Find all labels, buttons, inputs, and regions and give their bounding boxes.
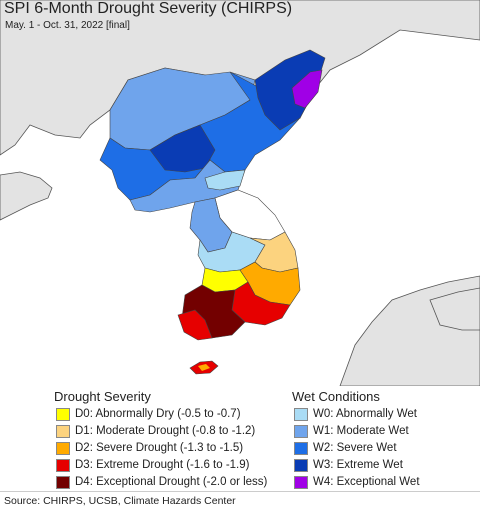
region-nk-central [149, 124, 216, 173]
land-shandong [0, 171, 53, 221]
wet-legend-item: W2: Severe Wet [294, 440, 397, 456]
drought-legend-label: D2: Severe Drought (-1.3 to -1.5) [75, 442, 244, 454]
map-title: SPI 6-Month Drought Severity (CHIRPS) [4, 0, 293, 17]
drought-legend-swatch [56, 475, 70, 489]
drought-legend-swatch [56, 441, 70, 455]
drought-map [0, 0, 480, 386]
wet-legend-label: W2: Severe Wet [313, 442, 397, 454]
wet-legend-item: W4: Exceptional Wet [294, 474, 420, 490]
drought-legend-swatch [56, 424, 70, 438]
wet-legend-item: W3: Extreme Wet [294, 457, 403, 473]
region-nk-extreme-east [291, 69, 323, 109]
drought-legend-item: D0: Abnormally Dry (-0.5 to -0.7) [56, 406, 241, 422]
land-japan-honshu [429, 287, 480, 331]
drought-legend-label: D3: Extreme Drought (-1.6 to -1.9) [75, 459, 250, 471]
source-credit: Source: CHIRPS, UCSB, Climate Hazards Ce… [4, 495, 236, 507]
wet-legend-item: W0: Abnormally Wet [294, 406, 417, 422]
wet-legend-swatch [294, 424, 308, 438]
drought-legend-label: D1: Moderate Drought (-0.8 to -1.2) [75, 425, 256, 437]
drought-legend-item: D2: Severe Drought (-1.3 to -1.5) [56, 440, 243, 456]
drought-legend-title: Drought Severity [54, 389, 151, 404]
wet-legend-swatch [294, 407, 308, 421]
drought-legend-swatch [56, 458, 70, 472]
region-nk-coast [204, 169, 246, 191]
drought-legend-label: D4: Exceptional Drought (-2.0 or less) [75, 476, 268, 488]
footer-divider [0, 491, 480, 492]
wet-legend-swatch [294, 441, 308, 455]
drought-legend-item: D4: Exceptional Drought (-2.0 or less) [56, 474, 267, 490]
wet-legend-title: Wet Conditions [292, 389, 380, 404]
wet-legend-swatch [294, 458, 308, 472]
drought-legend-label: D0: Abnormally Dry (-0.5 to -0.7) [75, 408, 241, 420]
region-sk-southwest-coast [177, 309, 213, 341]
region-jeju-center [198, 364, 210, 371]
wet-legend-label: W3: Extreme Wet [313, 459, 403, 471]
wet-legend-label: W1: Moderate Wet [313, 425, 409, 437]
map-subtitle: May. 1 - Oct. 31, 2022 [final] [5, 20, 130, 31]
drought-legend-item: D3: Extreme Drought (-1.6 to -1.9) [56, 457, 249, 473]
wet-legend-label: W4: Exceptional Wet [313, 476, 420, 488]
wet-legend-label: W0: Abnormally Wet [313, 408, 417, 420]
drought-legend-item: D1: Moderate Drought (-0.8 to -1.2) [56, 423, 255, 439]
wet-legend-swatch [294, 475, 308, 489]
wet-legend-item: W1: Moderate Wet [294, 423, 409, 439]
drought-legend-swatch [56, 407, 70, 421]
